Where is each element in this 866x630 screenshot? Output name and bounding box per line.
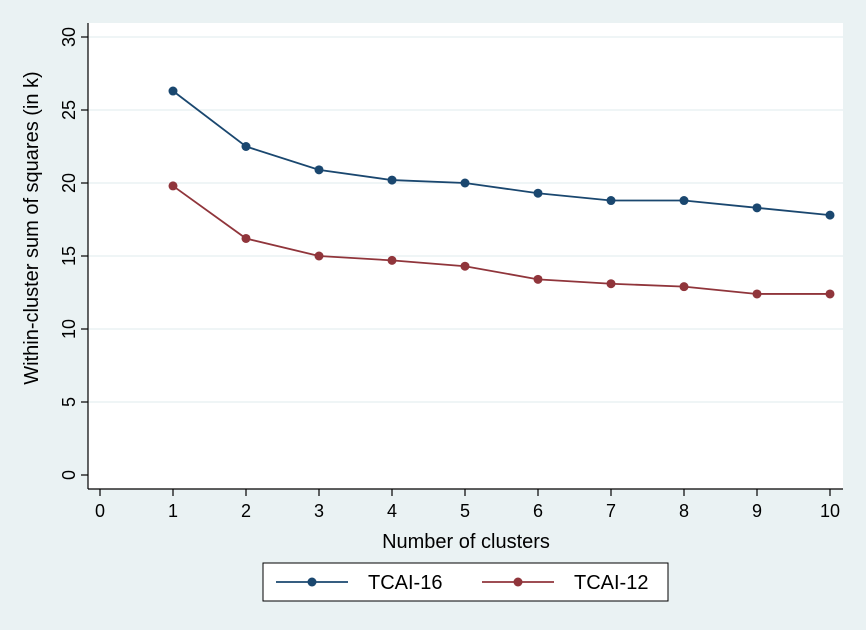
data-point: [752, 203, 762, 213]
data-point: [168, 181, 178, 191]
data-point: [387, 255, 397, 265]
series-line-tcai-16: [172, 90, 831, 217]
data-point: [752, 289, 762, 299]
data-point: [314, 251, 324, 261]
data-series: [168, 86, 835, 299]
x-tick-label: 7: [606, 501, 616, 521]
data-point: [533, 274, 543, 284]
y-tick-label: 30: [59, 27, 79, 47]
legend-label: TCAI-12: [574, 572, 648, 594]
data-point: [533, 188, 543, 198]
x-tick-label: 3: [314, 501, 324, 521]
y-axis-title: Within-cluster sum of squares (in k): [21, 71, 43, 384]
data-point: [387, 175, 397, 185]
y-tick-label: 5: [59, 397, 79, 407]
x-tick-label: 1: [168, 501, 178, 521]
data-point: [606, 279, 616, 289]
y-tick-label: 15: [59, 246, 79, 266]
data-point: [606, 196, 616, 206]
x-axis-title: Number of clusters: [382, 531, 550, 553]
legend-swatch-marker: [513, 577, 523, 587]
data-point: [241, 142, 251, 151]
data-point: [314, 165, 324, 175]
legend-swatch-marker: [307, 577, 317, 587]
data-point: [460, 178, 470, 188]
axes: 0 5 10 15 20 25 30 0 1 2 3 4 5 6 7 8 9 10: [59, 23, 843, 521]
data-point: [825, 289, 835, 299]
x-tick-label: 8: [679, 501, 689, 521]
x-tick-label: 4: [387, 501, 397, 521]
legend-label: TCAI-16: [368, 572, 442, 594]
x-tick-label: 5: [460, 501, 470, 521]
data-point: [679, 196, 689, 206]
y-tick-label: 10: [59, 319, 79, 339]
x-tick-label: 0: [95, 501, 105, 521]
data-point: [679, 282, 689, 292]
legend: TCAI-16 TCAI-12: [262, 562, 669, 602]
y-tick-label: 20: [59, 173, 79, 193]
data-point: [168, 86, 178, 96]
x-tick-label: 6: [533, 501, 543, 521]
data-point: [460, 261, 470, 271]
x-tick-label: 10: [820, 501, 840, 521]
y-tick-label: 25: [59, 100, 79, 120]
x-tick-label: 2: [241, 501, 251, 521]
data-point: [241, 233, 251, 243]
x-tick-label: 9: [752, 501, 762, 521]
data-point: [825, 210, 835, 220]
series-line-tcai-12: [172, 185, 830, 295]
y-tick-label: 0: [59, 470, 79, 480]
